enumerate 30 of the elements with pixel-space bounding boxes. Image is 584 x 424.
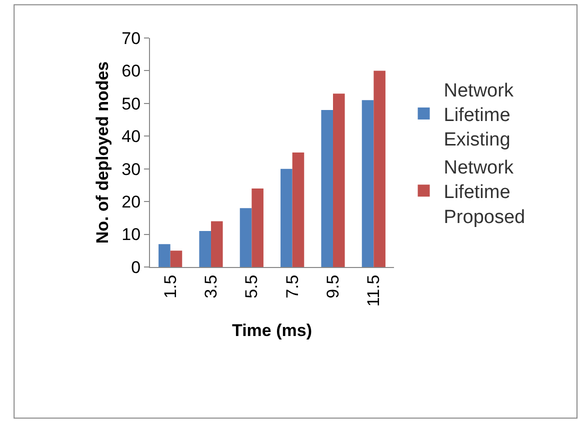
legend-label: Network Lifetime Existing <box>444 80 514 151</box>
y-tick-label: 10 <box>122 225 141 244</box>
bar <box>374 70 386 267</box>
x-tick-label: 11.5 <box>364 274 384 307</box>
y-tick-label: 50 <box>122 94 141 114</box>
bar <box>292 152 304 267</box>
bar <box>170 250 182 267</box>
y-tick-label: 40 <box>122 127 141 146</box>
bar <box>240 208 252 267</box>
bar <box>211 221 223 267</box>
x-tick-label: 9.5 <box>324 274 343 298</box>
y-tick-label: 20 <box>122 192 141 212</box>
x-tick-label: 7.5 <box>282 274 302 298</box>
x-axis-title: Time (ms) <box>232 321 312 340</box>
x-tick-label: 1.5 <box>160 274 180 298</box>
x-tick-label: 3.5 <box>202 274 221 298</box>
bar <box>333 94 345 267</box>
bar <box>321 110 333 267</box>
x-tick-label: 5.5 <box>242 274 262 298</box>
y-tick-label: 0 <box>131 258 141 277</box>
y-tick-label: 60 <box>122 62 141 81</box>
bar <box>199 231 211 267</box>
legend-label: Network Lifetime Proposed <box>444 157 526 228</box>
bar <box>362 100 374 267</box>
y-axis-title: No. of deployed nodes <box>93 61 112 244</box>
bar <box>252 188 264 267</box>
bar <box>158 244 170 267</box>
y-tick-label: 70 <box>122 28 141 48</box>
y-tick-label: 30 <box>122 160 141 179</box>
bar <box>280 168 292 267</box>
